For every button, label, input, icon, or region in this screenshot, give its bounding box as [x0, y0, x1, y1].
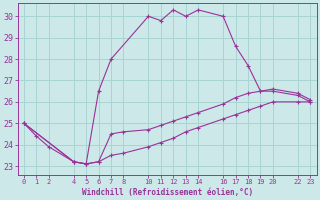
X-axis label: Windchill (Refroidissement éolien,°C): Windchill (Refroidissement éolien,°C) — [82, 188, 253, 197]
